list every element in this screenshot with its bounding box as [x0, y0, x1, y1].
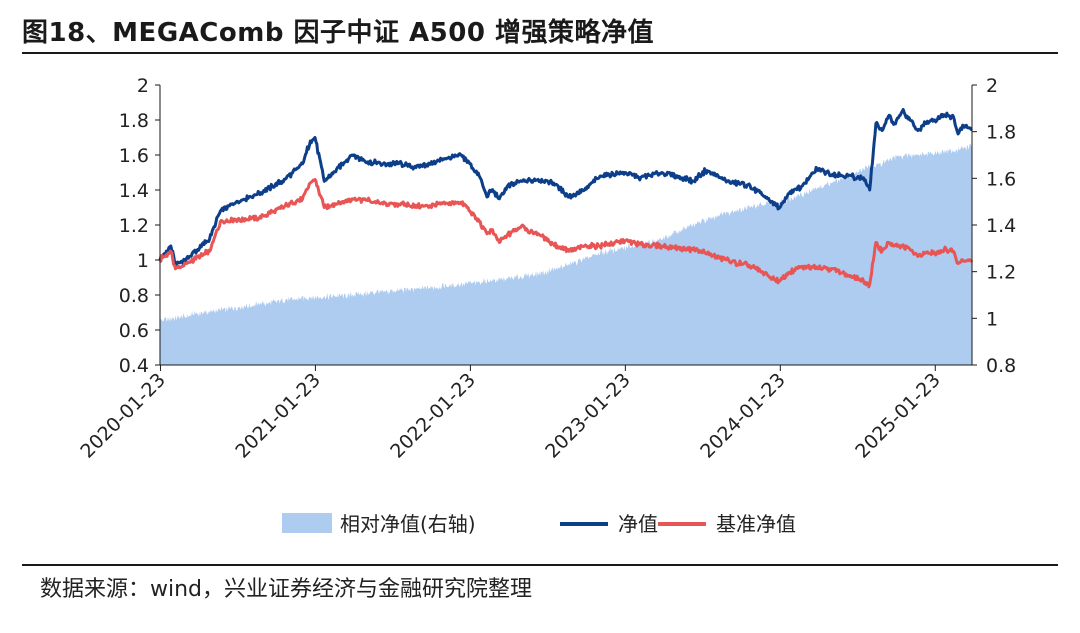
legend-label: 相对净值(右轴) [340, 512, 476, 536]
y-left-tick-label: 0.8 [119, 285, 149, 307]
x-tick-label: 2022-01-23 [386, 369, 480, 463]
legend-item: 基准净值 [658, 512, 796, 536]
x-tick-label: 2021-01-23 [231, 369, 325, 463]
source-note: 数据来源：wind，兴业证券经济与金融研究院整理 [40, 577, 533, 602]
legend-label: 净值 [618, 512, 658, 536]
x-tick-label: 2025-01-23 [851, 369, 945, 463]
line-series-layer [158, 108, 974, 289]
y-right-tick-label: 1.6 [986, 168, 1016, 190]
y-left-tick-label: 0.4 [119, 355, 149, 377]
x-tick-label: 2023-01-23 [541, 369, 635, 463]
y-left-tick-label: 1 [137, 250, 149, 272]
relative-area-layer [160, 143, 972, 365]
nav-line [158, 108, 973, 268]
legend-item: 净值 [560, 512, 658, 536]
y-right-tick-label: 2 [986, 75, 998, 97]
x-tick-label: 2024-01-23 [696, 369, 790, 463]
y-right-tick-label: 0.8 [986, 355, 1016, 377]
benchmark-nav-line [158, 178, 974, 289]
y-right-tick-label: 1.2 [986, 262, 1016, 284]
legend-item: 相对净值(右轴) [282, 512, 476, 536]
y-right-tick-label: 1.4 [986, 215, 1016, 237]
nav-chart: 2 1.8 1.6 1.4 1.2 1 0.8 0.6 0.4 2 1.8 1.6 1.4 1.2 1 0.8… [76, 75, 1016, 536]
y-right-tick-label: 1 [986, 308, 998, 330]
title-rule [22, 52, 1058, 54]
legend-label: 基准净值 [716, 512, 796, 536]
chart-title: 图18、MEGAComb 因子中证 A500 增强策略净值 [22, 18, 654, 48]
relative-nav-area [160, 143, 972, 365]
y-left-tick-label: 0.6 [119, 320, 149, 342]
y-left-tick-label: 1.2 [119, 215, 149, 237]
y-left-tick-label: 1.4 [119, 180, 149, 202]
source-rule [22, 564, 1058, 566]
y-left-tick-label: 1.8 [119, 110, 149, 132]
y-left-tick-label: 2 [137, 75, 149, 97]
legend-swatch-relative [282, 513, 332, 533]
legend: 相对净值(右轴) 净值 基准净值 [282, 512, 796, 536]
y-left-tick-label: 1.6 [119, 145, 149, 167]
x-tick-label: 2020-01-23 [76, 369, 170, 463]
y-right-tick-label: 1.8 [986, 122, 1016, 144]
